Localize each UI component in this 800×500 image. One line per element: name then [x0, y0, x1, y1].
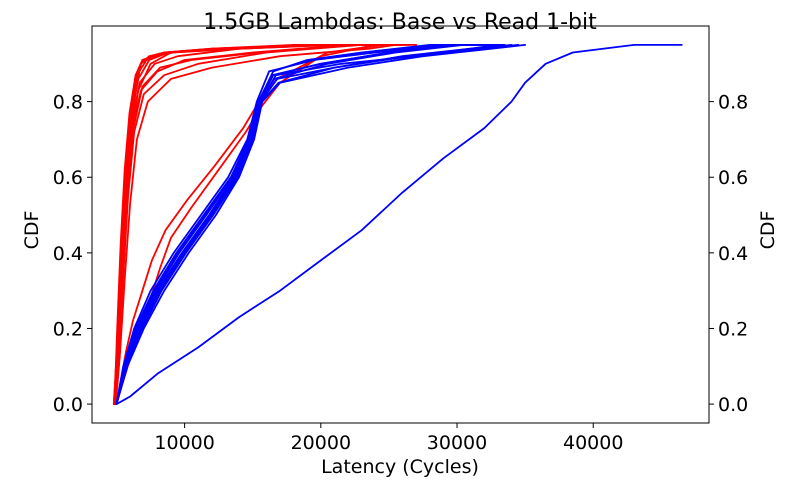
chart-title: 1.5GB Lambdas: Base vs Read 1-bit	[203, 10, 597, 35]
y-tick-label-right: 0.4	[718, 243, 748, 265]
plot-frame	[91, 25, 710, 424]
series-line-blue-7	[115, 44, 493, 406]
plot-lines	[112, 44, 683, 406]
y-axis-title-left: CDF	[21, 211, 43, 250]
y-tick-label-right: 0.0	[718, 394, 748, 416]
y-tick-label-left: 0.2	[53, 318, 83, 340]
y-axis-title-right: CDF	[757, 211, 779, 250]
series-line-red-1	[112, 44, 390, 406]
series-line-red-9	[115, 44, 377, 406]
series-line-blue-8	[115, 44, 520, 406]
series-line-red-4	[112, 44, 377, 406]
y-axis-right: 0.0 0.2 0.4 0.6 0.8	[709, 92, 748, 416]
series-line-red-10	[115, 44, 384, 406]
x-tick-label: 10000	[154, 432, 214, 454]
y-tick-label-right: 0.2	[718, 318, 748, 340]
x-axis: 10000 20000 30000 40000	[154, 423, 623, 454]
series-line-red-11	[114, 44, 377, 406]
series-line-red-5	[114, 44, 397, 406]
y-tick-label-right: 0.8	[718, 92, 748, 114]
series-line-blue-4	[115, 44, 526, 406]
series-line-red-6	[112, 44, 384, 406]
x-axis-title: Latency (Cycles)	[321, 456, 479, 478]
series-line-blue-3	[115, 44, 486, 406]
y-tick-label-left: 0.8	[53, 92, 83, 114]
series-line-red-8	[113, 44, 390, 406]
series-line-red-12	[113, 44, 390, 406]
series-line-blue-10	[115, 44, 683, 406]
series-line-blue-1	[115, 44, 499, 406]
x-tick-label: 40000	[563, 432, 623, 454]
y-tick-label-left: 0.6	[53, 167, 83, 189]
series-line-blue-5	[115, 44, 506, 406]
y-tick-label-right: 0.6	[718, 167, 748, 189]
y-tick-label-left: 0.4	[53, 243, 83, 265]
y-tick-label-left: 0.0	[53, 394, 83, 416]
series-line-blue-2	[115, 44, 513, 406]
y-axis-left: 0.0 0.2 0.4 0.6 0.8	[53, 92, 92, 416]
x-tick-label: 20000	[291, 432, 351, 454]
series-line-blue-9	[115, 44, 479, 406]
series-line-blue-6	[115, 44, 499, 406]
x-tick-label: 30000	[427, 432, 487, 454]
